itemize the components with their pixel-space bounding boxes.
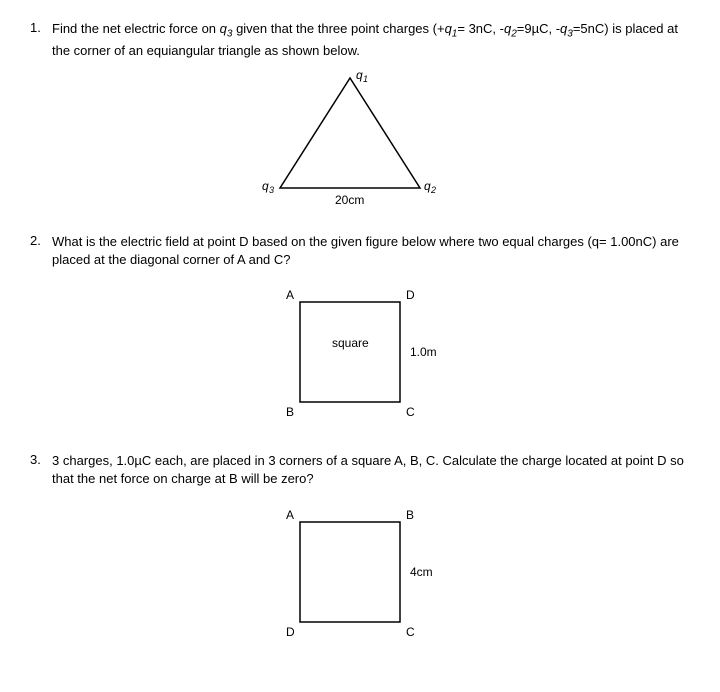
problem-2-figure: A D B Csquare 1.0m xyxy=(30,277,690,427)
svg-text:q: q xyxy=(262,179,269,193)
problem-3-number: 3. xyxy=(30,452,52,488)
svg-text:A: A xyxy=(286,508,294,522)
problem-2-number: 2. xyxy=(30,233,52,269)
problem-3: 3. 3 charges, 1.0µC each, are placed in … xyxy=(30,452,690,646)
problem-3-figure: A B D C 4cm xyxy=(30,497,690,647)
problem-2-text: What is the electric field at point D ba… xyxy=(52,233,690,269)
svg-text:D: D xyxy=(406,288,415,302)
triangle-diagram: q1q3q220cm xyxy=(250,68,470,208)
svg-text:4cm: 4cm xyxy=(410,565,433,579)
p1-ta: Find the net electric force on xyxy=(52,21,220,36)
p1-tc: = 3nC, - xyxy=(457,21,504,36)
svg-text:B: B xyxy=(286,405,294,419)
svg-text:C: C xyxy=(406,625,415,639)
square-diagram-3: A B D C 4cm xyxy=(245,497,475,647)
svg-text:3: 3 xyxy=(269,185,274,195)
svg-text:q: q xyxy=(424,179,431,193)
svg-text:C: C xyxy=(406,405,415,419)
p1-td: =9µC, - xyxy=(517,21,560,36)
problem-1-figure: q1q3q220cm xyxy=(30,68,690,208)
svg-text:1.0m: 1.0m xyxy=(410,345,437,359)
p1-q3: q xyxy=(220,21,227,36)
svg-text:20cm: 20cm xyxy=(335,193,364,207)
problem-2: 2. What is the electric field at point D… xyxy=(30,233,690,427)
problem-1-text: Find the net electric force on q3 given … xyxy=(52,20,690,60)
problem-1: 1. Find the net electric force on q3 giv… xyxy=(30,20,690,208)
svg-text:2: 2 xyxy=(430,185,436,195)
svg-text:B: B xyxy=(406,508,414,522)
svg-text:D: D xyxy=(286,625,295,639)
problem-1-number: 1. xyxy=(30,20,52,60)
svg-text:1: 1 xyxy=(363,74,368,84)
square-diagram-2: A D B Csquare 1.0m xyxy=(245,277,475,427)
p1-q1: q xyxy=(445,21,452,36)
p1-tb: given that the three point charges (+ xyxy=(232,21,444,36)
svg-text:square: square xyxy=(332,336,369,350)
svg-text:A: A xyxy=(286,288,294,302)
problem-3-text: 3 charges, 1.0µC each, are placed in 3 c… xyxy=(52,452,690,488)
svg-text:q: q xyxy=(356,68,363,82)
